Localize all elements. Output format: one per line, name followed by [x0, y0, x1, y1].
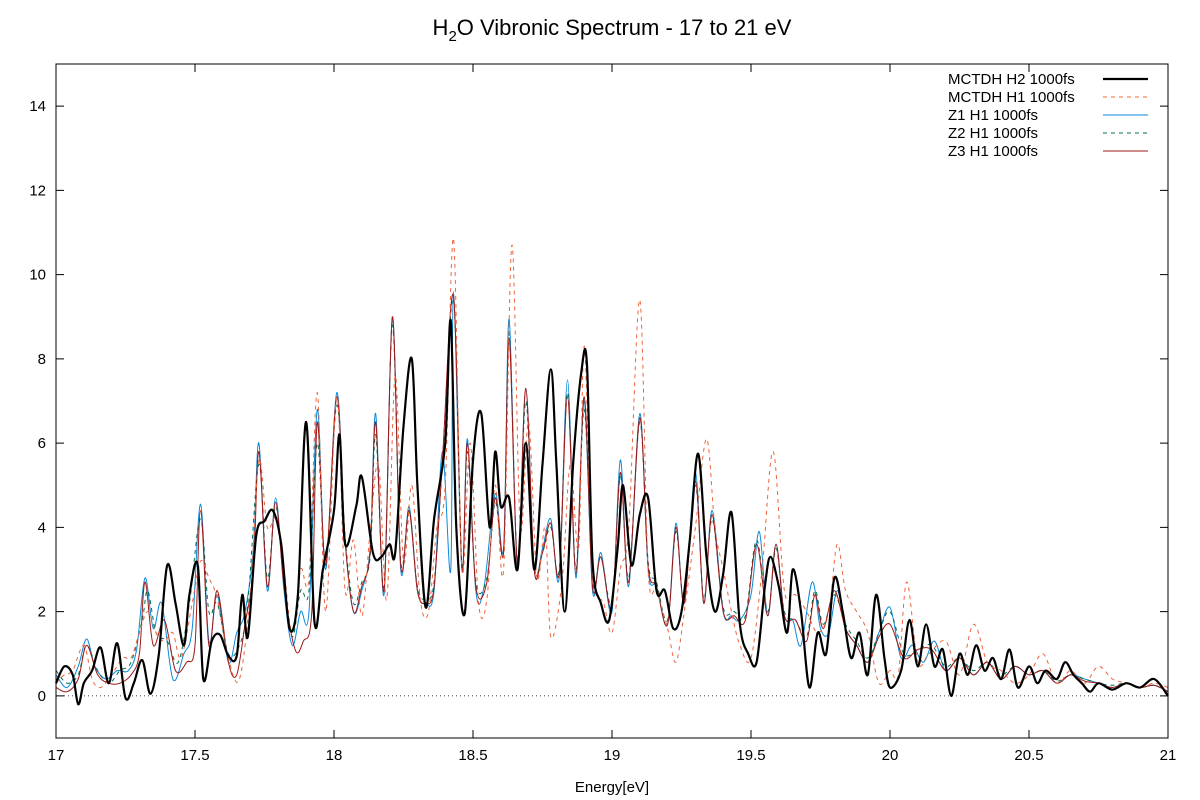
plot-frame	[55, 63, 1169, 739]
series-line-mctdh-h1-1000fs	[55, 238, 1169, 689]
legend-label: MCTDH H1 1000fs	[948, 89, 1075, 106]
y-tick-label: 14	[29, 98, 46, 115]
y-tick-label: 10	[29, 267, 46, 284]
x-tick-label: 19.5	[736, 747, 765, 764]
x-tick-label: 18	[326, 747, 343, 764]
chart-title-rest: O Vibronic Spectrum - 17 to 21 eV	[457, 15, 792, 40]
y-tick-label: 6	[38, 435, 46, 452]
y-tick-label: 8	[38, 351, 46, 368]
x-tick-label: 17	[48, 747, 65, 764]
x-tick-label: 17.5	[180, 747, 209, 764]
legend-label: Z1 H1 1000fs	[948, 107, 1038, 124]
x-axis-label: Energy[eV]	[575, 779, 649, 796]
x-tick-label: 20.5	[1014, 747, 1043, 764]
legend-label: MCTDH H2 1000fs	[948, 71, 1075, 88]
y-tick-label: 0	[38, 688, 46, 705]
chart-title-main: H	[433, 15, 449, 40]
y-tick-label: 4	[38, 519, 46, 536]
chart-title-subscript: 2	[448, 28, 456, 45]
series-line-mctdh-h2-1000fs	[54, 318, 1169, 706]
y-tick-label: 2	[38, 604, 46, 621]
x-tick-label: 20	[882, 747, 899, 764]
series-layer	[54, 238, 1169, 706]
legend-label: Z2 H1 1000fs	[948, 125, 1038, 142]
chart-title: H2O Vibronic Spectrum - 17 to 21 eV	[433, 15, 792, 45]
x-tick-label: 21	[1160, 747, 1177, 764]
x-tick-label: 18.5	[458, 747, 487, 764]
y-tick-label: 12	[29, 182, 46, 199]
legend-label: Z3 H1 1000fs	[948, 143, 1038, 160]
x-tick-label: 19	[604, 747, 621, 764]
axes-layer: 17 17.5 18 18.5 19 19.5 20 20.5 21 0 2 4 6 8 10 12 14	[29, 64, 1176, 764]
